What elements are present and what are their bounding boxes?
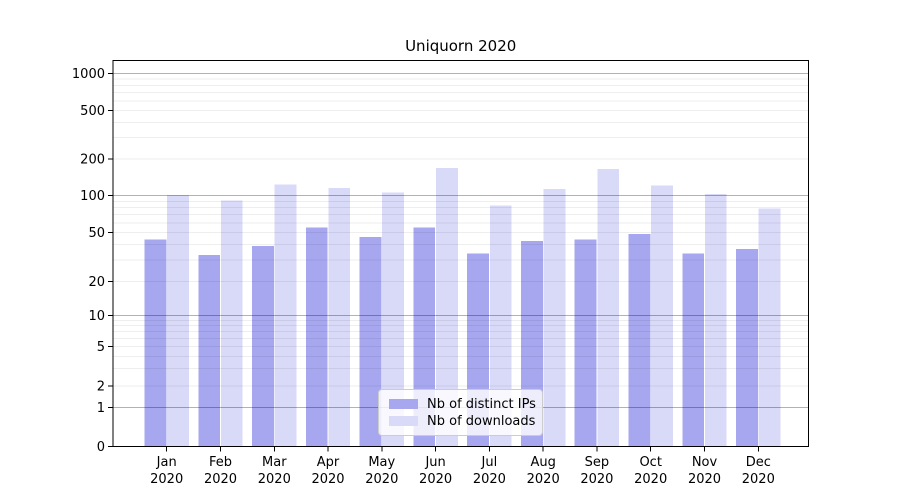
x-tick-label-month: Sep xyxy=(585,455,610,470)
x-tick-label-month: Jan xyxy=(156,455,177,470)
legend-swatch-distinct-ips xyxy=(389,399,418,409)
bar-distinct-ips-sep xyxy=(574,239,597,447)
x-tick-label-year: 2020 xyxy=(419,472,452,487)
plot-border xyxy=(112,60,809,447)
legend-row-downloads: Nb of downloads xyxy=(389,413,536,429)
bar-downloads-oct xyxy=(651,185,673,447)
bar-distinct-ips-feb xyxy=(198,254,221,447)
bar-distinct-ips-dec xyxy=(736,248,758,447)
x-tick-label-month: Aug xyxy=(531,455,556,470)
y-tick-label: 0 xyxy=(97,440,105,455)
x-tick-label-month: May xyxy=(368,455,395,470)
legend: Nb of distinct IPs Nb of downloads xyxy=(378,389,543,436)
bar-distinct-ips-mar xyxy=(252,246,274,447)
x-tick-label-month: Mar xyxy=(262,455,287,470)
y-tick-label: 2 xyxy=(97,380,105,395)
bar-distinct-ips-may xyxy=(359,237,382,447)
x-tick-label-year: 2020 xyxy=(580,472,613,487)
x-tick-label-month: Feb xyxy=(209,455,232,470)
x-tick-label-year: 2020 xyxy=(311,472,344,487)
y-tick-label: 10 xyxy=(88,309,105,324)
bar-downloads-jul xyxy=(489,205,512,447)
bar-downloads-jun xyxy=(436,168,458,447)
x-tick-label-year: 2020 xyxy=(634,472,667,487)
bar-downloads-feb xyxy=(220,200,243,447)
y-tick-label: 20 xyxy=(88,275,105,290)
y-tick-label: 500 xyxy=(80,104,105,119)
bar-downloads-jan xyxy=(167,195,189,447)
bar-downloads-sep xyxy=(597,168,620,447)
bar-downloads-nov xyxy=(704,194,727,447)
x-tick-label-month: Dec xyxy=(746,455,771,470)
gridlines xyxy=(113,72,809,409)
x-tick-label-month: Oct xyxy=(639,455,661,470)
x-tick-label-year: 2020 xyxy=(204,472,237,487)
legend-swatch-downloads xyxy=(389,416,418,426)
x-tick-label-year: 2020 xyxy=(742,472,775,487)
legend-row-distinct-ips: Nb of distinct IPs xyxy=(389,396,536,412)
chart-title: Uniquorn 2020 xyxy=(405,37,516,55)
bar-downloads-aug xyxy=(543,189,566,447)
bar-distinct-ips-nov xyxy=(682,253,705,447)
bar-downloads-mar xyxy=(274,184,297,447)
y-tick-label: 1000 xyxy=(72,67,105,82)
y-tick-label: 1 xyxy=(97,401,105,416)
legend-label-distinct-ips: Nb of distinct IPs xyxy=(427,396,536,412)
x-tick-label-month: Apr xyxy=(317,455,340,470)
bar-downloads-apr xyxy=(328,187,351,447)
bar-downloads-may xyxy=(382,192,404,447)
y-tick-label: 50 xyxy=(88,226,105,241)
bar-distinct-ips-oct xyxy=(628,233,651,447)
y-tick-label: 100 xyxy=(80,189,105,204)
x-tick-label-month: Jun xyxy=(424,455,445,470)
x-tick-label-year: 2020 xyxy=(365,472,398,487)
bar-downloads-dec xyxy=(758,208,781,447)
x-tick-label-year: 2020 xyxy=(473,472,506,487)
bar-distinct-ips-apr xyxy=(305,227,328,447)
axes: 0 1 2 5 10 20 50 100 200 500 1000 Jan 2020 Feb 2020 Mar… xyxy=(72,60,809,487)
x-tick-label-year: 2020 xyxy=(258,472,291,487)
y-tick-label: 200 xyxy=(80,153,105,168)
x-tick-label-year: 2020 xyxy=(527,472,560,487)
x-tick-label-year: 2020 xyxy=(688,472,721,487)
bar-distinct-ips-jan xyxy=(144,239,167,447)
x-tick-label-month: Nov xyxy=(692,455,718,470)
y-tick-label: 5 xyxy=(97,340,105,355)
legend-label-downloads: Nb of downloads xyxy=(427,413,536,429)
x-tick-label-month: Jul xyxy=(481,455,498,470)
x-tick-label-year: 2020 xyxy=(150,472,183,487)
